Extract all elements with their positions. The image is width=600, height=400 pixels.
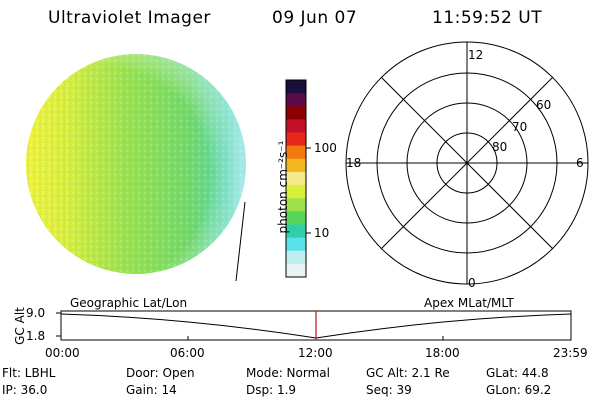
info-dsp: Dsp: 1.9: [246, 383, 297, 397]
timeline-ytick-top: 9.0: [26, 306, 46, 320]
info-door: Door: Open: [126, 366, 195, 380]
timeline-xtick-3: 18:00: [425, 346, 460, 360]
info-ip: IP: 36.0: [2, 383, 48, 397]
timeline-ylabel: GC Alt: [13, 307, 27, 345]
polar-lat-label-80: 80: [492, 140, 508, 154]
colorbar: [286, 80, 306, 278]
colorbar-band: [286, 185, 306, 199]
timeline-ytick-bottom: 1.8: [26, 329, 46, 343]
colorbar-band: [286, 80, 306, 94]
colorbar-band: [286, 263, 306, 278]
timeline-xtick-1: 06:00: [170, 346, 205, 360]
timeline-xtick-0: 00:00: [45, 346, 80, 360]
info-glat: GLat: 44.8: [486, 366, 549, 380]
time-label: 11:59:52 UT: [432, 8, 543, 28]
timeline-left-label: Geographic Lat/Lon: [70, 296, 188, 310]
info-gc-alt: GC Alt: 2.1 Re: [366, 366, 450, 380]
info-mode: Mode: Normal: [246, 366, 330, 380]
info-gain: Gain: 14: [126, 383, 177, 397]
colorbar-band: [286, 250, 306, 265]
timeline-plot: [56, 310, 572, 341]
polar-lat-label-70: 70: [512, 120, 528, 134]
colorbar-frame: [285, 79, 307, 278]
uv-disk-image: [26, 54, 246, 274]
polar-label-left: 18: [346, 156, 362, 170]
colorbar-band: [286, 171, 306, 186]
colorbar-band: [286, 145, 306, 160]
polar-label-bottom: 0: [468, 276, 476, 290]
info-filter: Flt: LBHL: [2, 366, 56, 380]
timeline-xtick-4: 23:59: [553, 346, 588, 360]
disk-pointer-line: [235, 201, 246, 282]
colorbar-band: [286, 158, 306, 173]
colorbar-tick-label-10: 10: [314, 226, 330, 240]
polar-label-right: 6: [576, 156, 584, 170]
colorbar-band: [286, 132, 306, 147]
instrument-title: Ultraviolet Imager: [48, 8, 211, 28]
info-seq: Seq: 39: [366, 383, 412, 397]
colorbar-unit-label: photon cm⁻²s⁻¹: [276, 140, 290, 234]
colorbar-tick-label-100: 100: [314, 141, 337, 155]
colorbar-band: [286, 198, 306, 212]
info-glon: GLon: 69.2: [486, 383, 552, 397]
polar-label-top: 12: [468, 48, 484, 62]
colorbar-band: [286, 224, 306, 239]
polar-plot: [345, 41, 589, 285]
colorbar-band: [286, 93, 306, 107]
polar-lat-label-60: 60: [536, 98, 552, 112]
colorbar-band: [286, 106, 306, 120]
date-label: 09 Jun 07: [272, 8, 358, 28]
colorbar-band: [286, 211, 306, 226]
colorbar-band: [286, 119, 306, 134]
colorbar-band: [286, 237, 306, 252]
timeline-xtick-2: 12:00: [298, 346, 333, 360]
timeline-right-label: Apex MLat/MLT: [424, 296, 514, 310]
